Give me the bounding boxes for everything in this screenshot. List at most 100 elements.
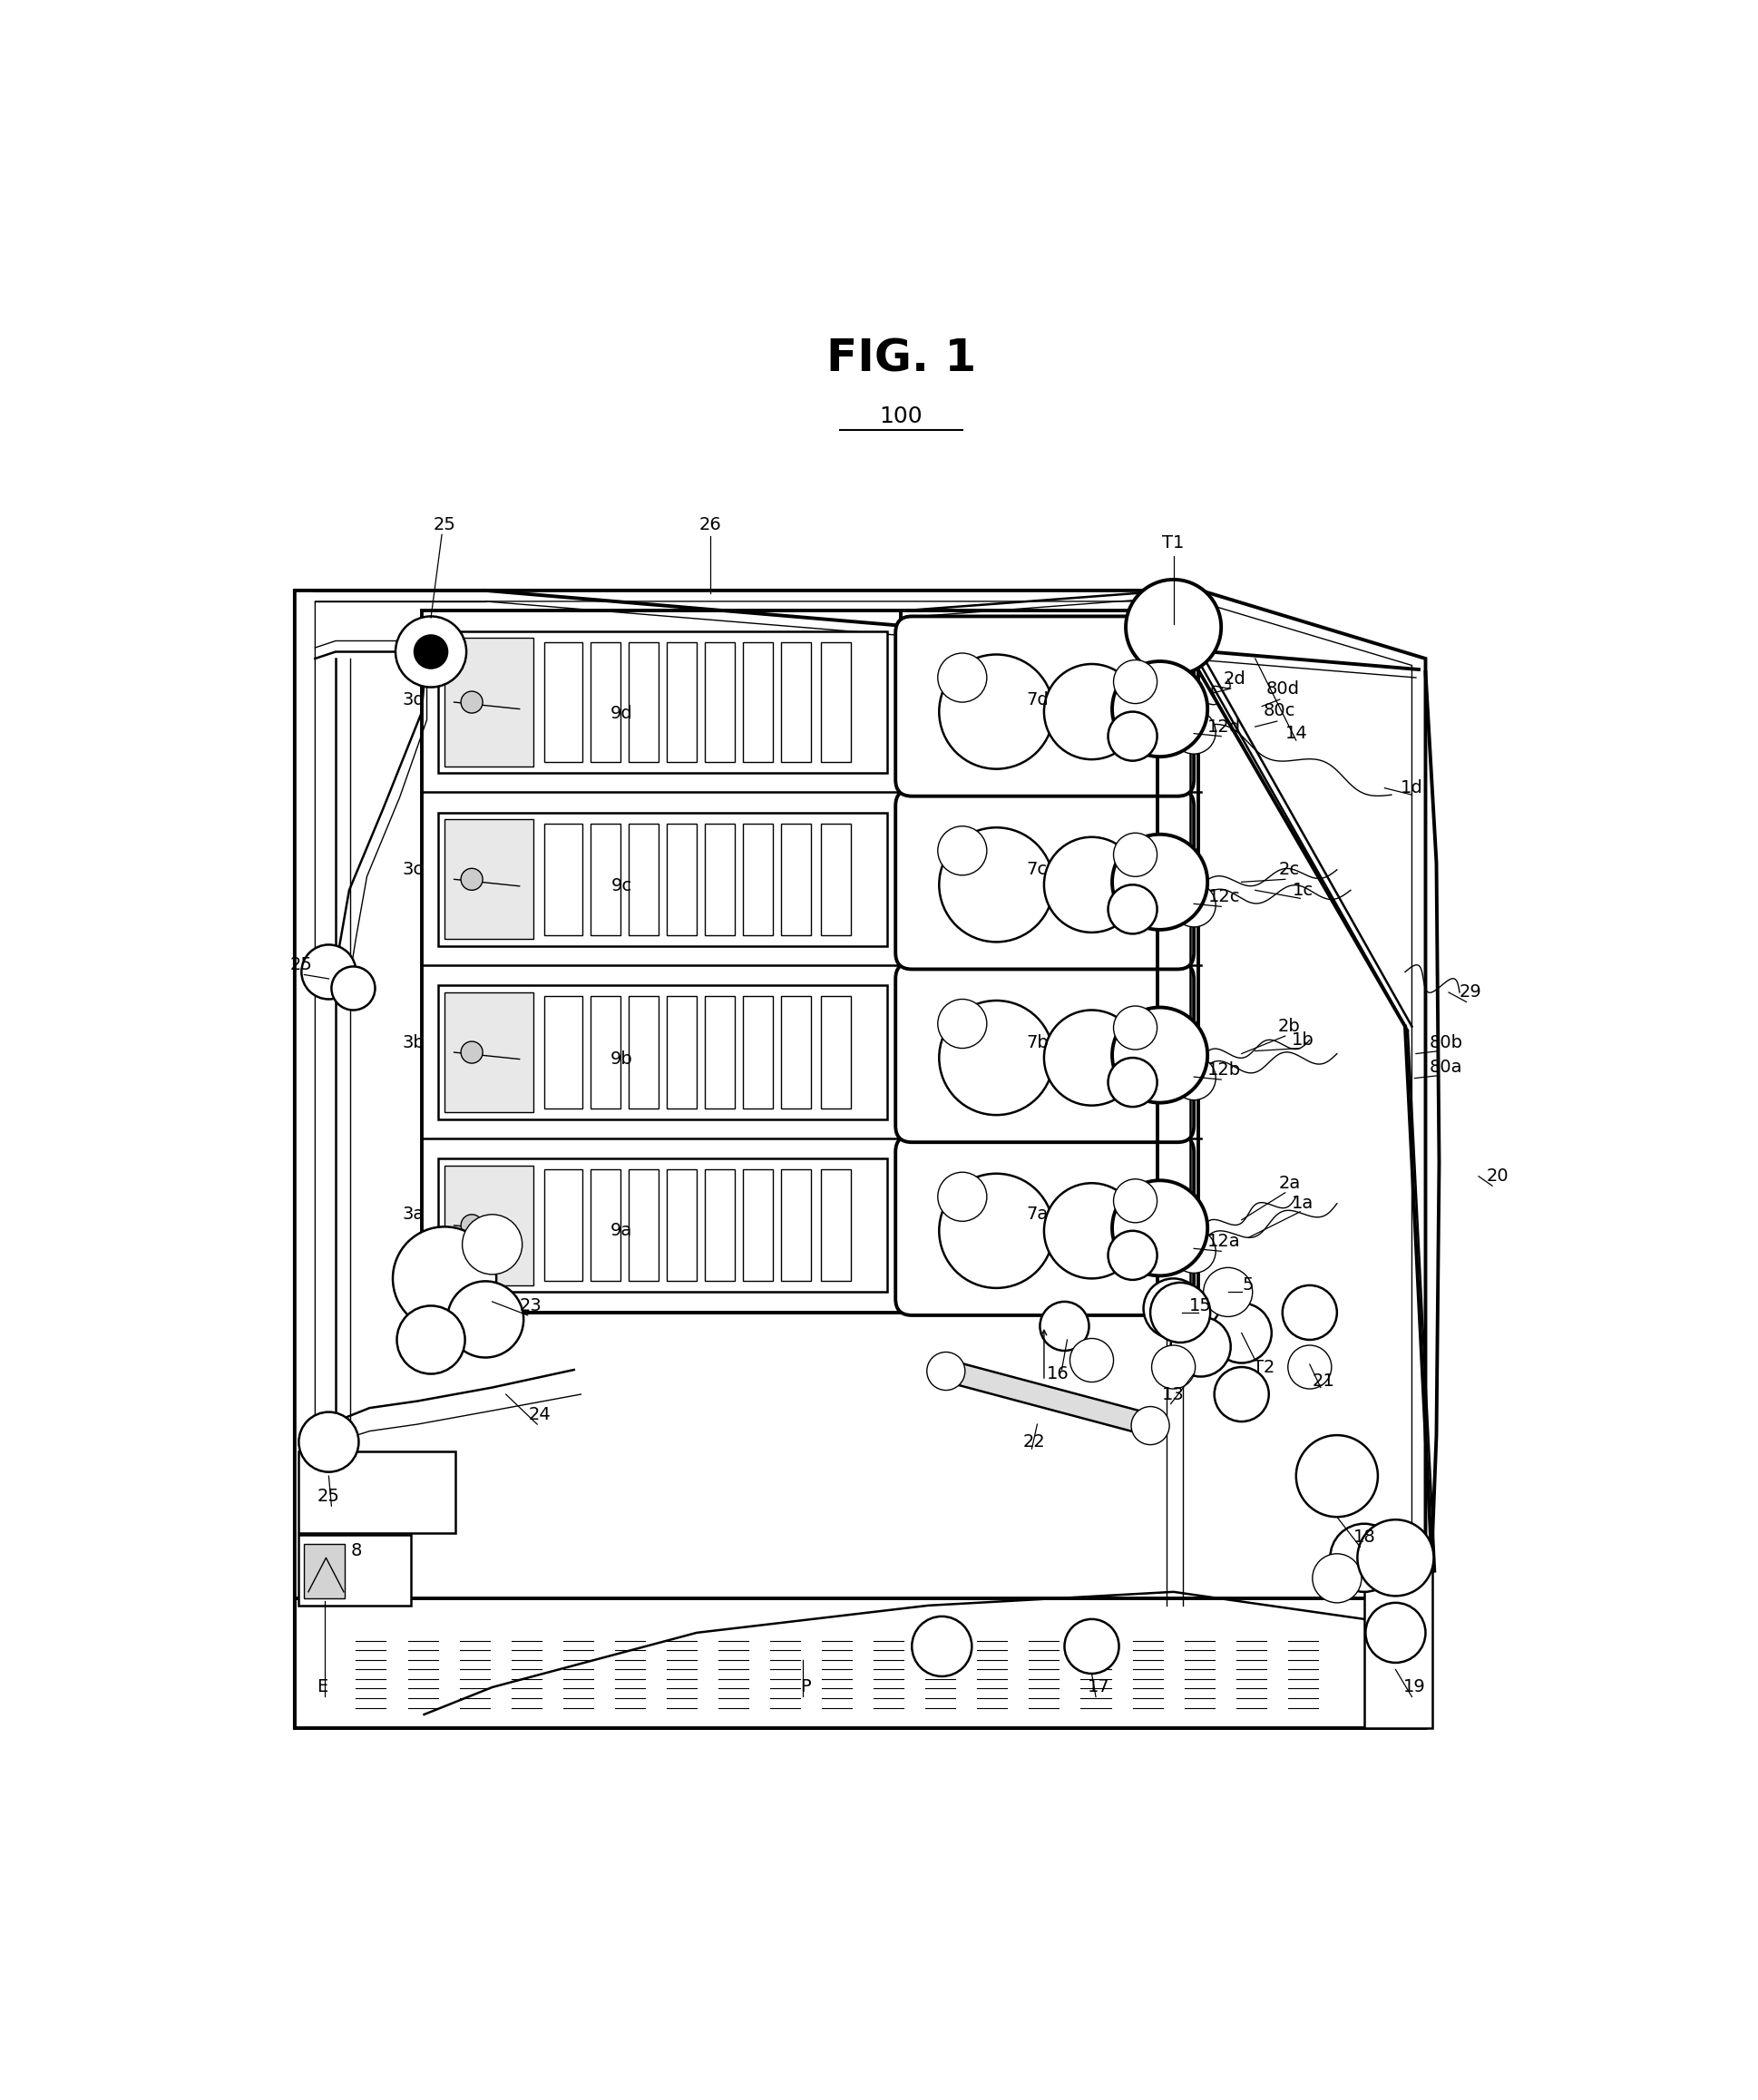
Bar [666,643,696,762]
Bar [629,1170,659,1281]
Circle shape [1357,1520,1435,1596]
Circle shape [939,1000,1053,1115]
Circle shape [1044,838,1139,932]
FancyBboxPatch shape [895,962,1194,1142]
Circle shape [1113,1180,1208,1277]
Bar [591,998,621,1109]
Circle shape [926,1352,965,1390]
Circle shape [1331,1525,1398,1592]
Circle shape [937,825,986,876]
Circle shape [1108,884,1157,934]
FancyBboxPatch shape [895,1136,1194,1315]
Bar [438,1159,888,1292]
Bar [781,1170,810,1281]
Circle shape [1108,1058,1157,1107]
Text: 12d: 12d [1208,718,1241,735]
Bar [543,998,582,1109]
Text: 19: 19 [1403,1678,1426,1697]
Circle shape [396,615,466,687]
Circle shape [461,1042,483,1063]
Circle shape [1173,1228,1217,1273]
Text: 21: 21 [1311,1371,1334,1390]
Bar [744,1170,774,1281]
Circle shape [1108,1231,1157,1279]
Bar [591,823,621,934]
Text: 29: 29 [1459,983,1482,1002]
Circle shape [1041,1302,1088,1350]
Text: 23: 23 [519,1298,541,1315]
Text: 3a: 3a [403,1205,424,1222]
Circle shape [939,1174,1053,1287]
Text: T2: T2 [1252,1359,1275,1376]
Circle shape [1113,1178,1157,1222]
Text: 12b: 12b [1208,1060,1241,1079]
Bar [445,819,533,939]
Text: 8: 8 [350,1541,362,1560]
Bar [445,1166,533,1285]
Bar [438,985,888,1119]
Bar [781,823,810,934]
Circle shape [1125,580,1222,674]
Circle shape [1113,662,1208,756]
Circle shape [1044,1182,1139,1279]
Circle shape [1108,712,1157,760]
Circle shape [939,655,1053,769]
Circle shape [461,1214,483,1237]
Bar [744,823,774,934]
Circle shape [1113,659,1157,704]
Text: 17: 17 [1086,1678,1109,1697]
Circle shape [1283,1285,1338,1340]
Bar [304,1544,345,1598]
Bar [705,823,735,934]
Text: E: E [316,1678,327,1697]
Circle shape [937,653,986,701]
Polygon shape [942,1361,1155,1434]
Circle shape [939,827,1053,943]
Text: 1b: 1b [1292,1031,1315,1048]
Text: 1c: 1c [1292,882,1313,899]
Bar [821,643,851,762]
Bar [821,998,851,1109]
Bar [543,823,582,934]
Bar [666,998,696,1109]
Text: 9a: 9a [610,1222,633,1239]
Text: 25: 25 [432,517,455,533]
Text: 12a: 12a [1208,1233,1241,1250]
Text: T1: T1 [1162,533,1185,552]
Circle shape [462,1214,522,1275]
Circle shape [461,869,483,890]
Text: 18: 18 [1354,1529,1375,1546]
Bar [821,823,851,934]
Circle shape [1113,1006,1157,1050]
Text: 7a: 7a [1027,1205,1048,1222]
Bar [705,643,735,762]
Bar [781,643,810,762]
Bar [629,998,659,1109]
Circle shape [1215,1367,1269,1422]
Text: P: P [800,1678,810,1697]
Text: 26: 26 [700,517,721,533]
Text: 7c: 7c [1027,861,1048,878]
Bar [445,993,533,1113]
Text: 1d: 1d [1401,779,1424,796]
Bar [422,611,1197,1312]
Circle shape [299,1411,359,1472]
Circle shape [1171,1317,1231,1378]
Bar [666,823,696,934]
Bar [1364,1564,1433,1728]
Circle shape [415,636,447,668]
Bar [705,998,735,1109]
Bar [629,643,659,762]
Text: 15: 15 [1190,1298,1211,1315]
Text: 1a: 1a [1292,1195,1313,1212]
Circle shape [1313,1554,1361,1602]
Text: 100: 100 [879,405,923,426]
Text: 80a: 80a [1429,1058,1463,1075]
Bar [591,643,621,762]
Text: 25: 25 [290,956,313,974]
Bar [666,1170,696,1281]
Circle shape [1064,1619,1118,1674]
Text: 13: 13 [1162,1386,1185,1403]
Bar [821,1170,851,1281]
Text: 22: 22 [1023,1434,1046,1451]
